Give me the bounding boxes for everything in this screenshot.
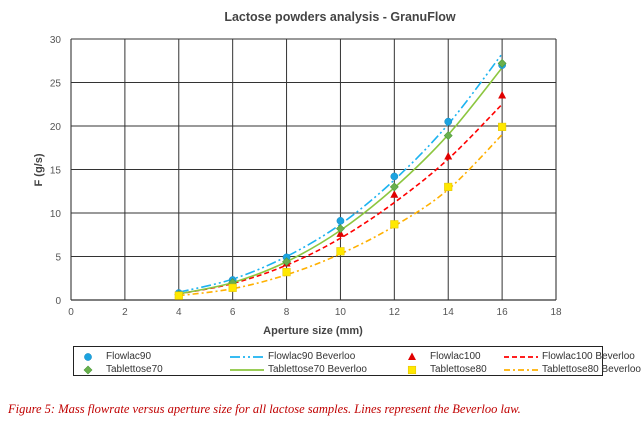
- data-point-tablettose80: [390, 220, 399, 229]
- legend-marker-diamond-icon: [83, 365, 93, 374]
- legend-item: Flowlac100: [404, 350, 481, 363]
- legend-label: Tablettose70: [106, 364, 163, 375]
- y-axis-label: F (g/s): [33, 153, 45, 186]
- y-tick-label: 30: [50, 35, 62, 46]
- data-point-tablettose80: [498, 122, 507, 131]
- legend-item: Tablettose80: [404, 363, 487, 376]
- x-tick-label: 14: [443, 307, 455, 318]
- legend-item: Flowlac90: [80, 350, 151, 363]
- legend-label: Flowlac90 Beverloo: [268, 351, 356, 362]
- legend-marker-square-icon: [407, 365, 417, 374]
- data-point-flowlac100: [444, 151, 453, 160]
- data-point-flowlac100: [498, 91, 507, 99]
- x-tick-label: 8: [284, 307, 290, 318]
- data-point-tablettose80: [336, 247, 345, 256]
- figure-caption: Figure 5: Mass flowrate versus aperture …: [8, 402, 521, 416]
- data-point-flowlac90: [444, 117, 453, 126]
- data-point-tablettose70: [389, 182, 399, 192]
- x-axis-label: Aperture size (mm): [263, 325, 363, 337]
- legend: Flowlac90 Flowlac90 Beverloo Flowlac100 Flo…: [73, 346, 641, 376]
- legend-label: Flowlac90: [106, 351, 152, 362]
- legend-item: Flowlac100 Beverloo: [504, 350, 635, 363]
- x-tick-label: 16: [497, 307, 509, 318]
- data-point-tablettose80: [282, 268, 291, 277]
- chart: Lactose powders analysis - GranuFlow F (…: [33, 10, 562, 337]
- x-tick-label: 18: [550, 307, 562, 318]
- y-tick-label: 0: [55, 296, 61, 307]
- x-tick-label: 4: [176, 307, 182, 318]
- x-tick-label: 12: [389, 307, 401, 318]
- data-point-tablettose70: [282, 257, 291, 267]
- y-tick-label: 5: [55, 253, 61, 264]
- legend-label: Tablettose80 Beverloo: [542, 364, 641, 375]
- legend-label: Tablettose80: [430, 364, 487, 375]
- legend-item: Tablettose80 Beverloo: [504, 363, 641, 376]
- data-point-tablettose70: [443, 131, 453, 140]
- y-tick-label: 25: [50, 79, 62, 90]
- data-point-flowlac100: [390, 190, 399, 198]
- legend-label: Flowlac100 Beverloo: [542, 351, 635, 362]
- data-point-tablettose70: [497, 58, 507, 68]
- chart-title: Lactose powders analysis - GranuFlow: [224, 10, 456, 24]
- legend-item: Flowlac90 Beverloo: [230, 350, 355, 363]
- legend-item: Tablettose70: [80, 363, 163, 376]
- data-point-flowlac90: [336, 216, 345, 225]
- x-tick-label: 10: [335, 307, 347, 318]
- x-tick-label: 0: [68, 307, 74, 318]
- data-point-tablettose80: [174, 291, 183, 300]
- data-point-tablettose70: [336, 224, 345, 234]
- x-tick-label: 6: [230, 307, 236, 318]
- legend-item: Tablettose70 Beverloo: [230, 363, 367, 376]
- x-tick-label: 2: [122, 307, 128, 318]
- legend-marker-triangle-icon: [408, 352, 416, 360]
- y-tick-label: 10: [50, 209, 62, 220]
- data-point-tablettose80: [444, 182, 453, 191]
- legend-marker-circle-icon: [84, 352, 92, 361]
- legend-label: Flowlac100: [430, 351, 481, 362]
- legend-label: Tablettose70 Beverloo: [268, 364, 367, 375]
- y-tick-label: 20: [50, 122, 62, 133]
- data-point-flowlac100: [336, 229, 345, 237]
- data-point-flowlac90: [390, 172, 399, 181]
- y-tick-label: 15: [50, 166, 62, 177]
- data-point-tablettose80: [228, 283, 237, 292]
